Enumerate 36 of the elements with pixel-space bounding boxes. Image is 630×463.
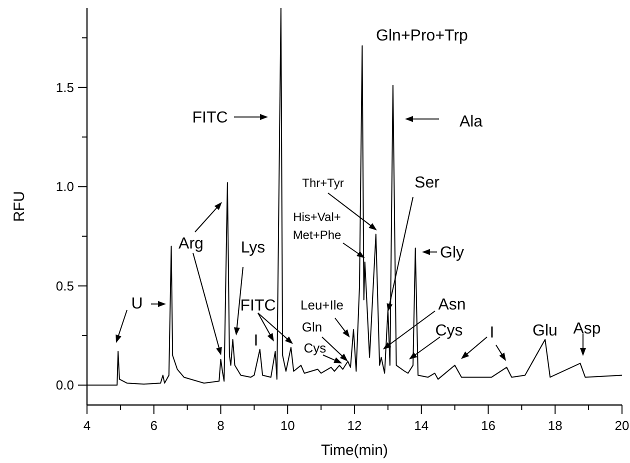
annotation: FITC	[240, 298, 276, 315]
annotation: I	[254, 332, 258, 350]
x-tick-label: 4	[83, 418, 91, 433]
annotation: Ala	[459, 114, 483, 131]
annotation: Thr+Tyr	[302, 176, 344, 190]
x-tick-label: 10	[280, 418, 295, 433]
annotation: Arg	[178, 236, 204, 253]
annotation: Met+Phe	[292, 228, 342, 242]
x-tick-label: 16	[481, 418, 496, 433]
x-axis-title: Time(min)	[321, 442, 388, 459]
x-tick-label: 12	[347, 418, 362, 433]
annotation: Leu+Ile	[300, 298, 344, 313]
annotation: Gln	[302, 320, 322, 335]
y-tick-label: 1.0	[56, 179, 74, 194]
annotation: His+Val+	[293, 210, 341, 224]
x-tick-label: 14	[414, 418, 429, 433]
x-tick-label: 20	[614, 418, 630, 433]
y-tick-label: 0.0	[56, 378, 74, 393]
annotation: Asp	[573, 320, 601, 338]
y-axis-title: RFU	[11, 191, 28, 222]
annotation: I	[490, 324, 494, 342]
annotation: Glu	[532, 322, 558, 340]
annotation: Gln+Pro+Trp	[376, 28, 468, 45]
x-tick-label: 18	[548, 418, 562, 433]
y-tick-label: 0.5	[56, 278, 74, 294]
annotation: Cys	[435, 322, 463, 340]
annotation: Asn	[438, 296, 466, 314]
y-tick-label: 1.5	[56, 80, 74, 95]
annotation: Cys	[304, 340, 327, 356]
annotation: Gly	[440, 244, 464, 262]
x-tick-label: 6	[150, 418, 158, 433]
annotation: U	[131, 296, 143, 313]
annotation: FITC	[192, 110, 228, 127]
annotation: Ser	[414, 174, 440, 192]
x-tick-label: 8	[217, 418, 224, 433]
annotation: Lys	[240, 240, 266, 257]
